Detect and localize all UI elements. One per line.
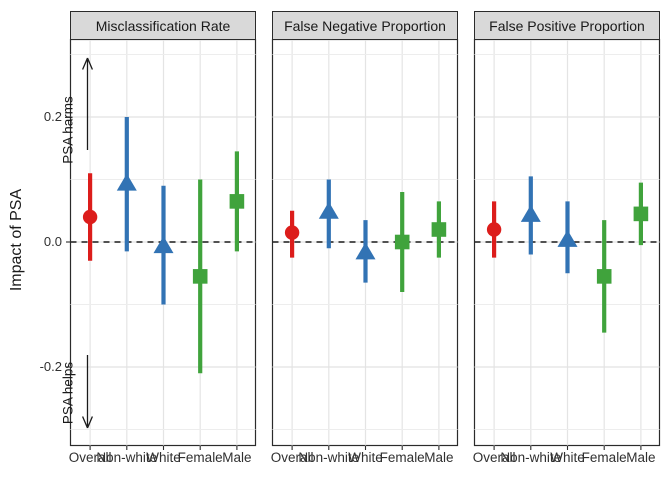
data-point-square (229, 194, 245, 209)
x-tick-label: Female (581, 450, 627, 465)
x-tick-label: Non-white (298, 450, 360, 465)
facet-strip-false-positive-proportion: False Positive Proportion (474, 11, 660, 40)
data-point-triangle (153, 236, 174, 254)
data-point-square (192, 269, 208, 284)
data-point-triangle (116, 173, 137, 191)
data-point-square (394, 234, 410, 250)
facet-panel (473, 38, 661, 450)
x-tick-label: Female (379, 450, 425, 465)
data-point-triangle (355, 242, 376, 260)
x-tick-label: Non-white (96, 450, 158, 465)
x-tick-label: Overall (270, 450, 314, 465)
data-point-triangle (318, 201, 339, 219)
data-point-circle (284, 225, 300, 240)
data-point-triangle (557, 229, 578, 247)
x-tick-label: Male (222, 450, 252, 465)
annotation-psa-harms: PSA harms (60, 96, 76, 164)
data-point-triangle (520, 204, 541, 222)
facet-strip-misclassification-rate: Misclassification Rate (70, 11, 256, 40)
x-tick-label: White (348, 450, 383, 465)
x-tick-label: Non-white (500, 450, 562, 465)
y-tick-label: 0.2 (43, 109, 62, 124)
data-point-square (431, 222, 447, 237)
y-tick-label: -0.2 (39, 359, 62, 374)
x-tick-label: Female (177, 450, 223, 465)
y-tick-label: 0.0 (43, 234, 62, 249)
x-tick-label: Overall (68, 450, 112, 465)
facet-panel (69, 38, 257, 450)
x-tick-label: Male (424, 450, 454, 465)
data-point-square (633, 206, 649, 222)
y-axis-title: Impact of PSA (8, 188, 25, 292)
data-point-circle (82, 209, 98, 225)
annotation-psa-helps: PSA helps (60, 361, 76, 425)
facet-panel (271, 38, 459, 450)
x-tick-label: Male (626, 450, 656, 465)
up-arrow-icon (82, 57, 93, 150)
data-point-square (596, 269, 612, 284)
x-tick-label: White (146, 450, 181, 465)
facet-strip-false-negative-proportion: False Negative Proportion (272, 11, 458, 40)
x-tick-label: White (550, 450, 585, 465)
data-point-circle (486, 222, 502, 237)
down-arrow-icon (82, 355, 93, 429)
x-tick-label: Overall (472, 450, 516, 465)
